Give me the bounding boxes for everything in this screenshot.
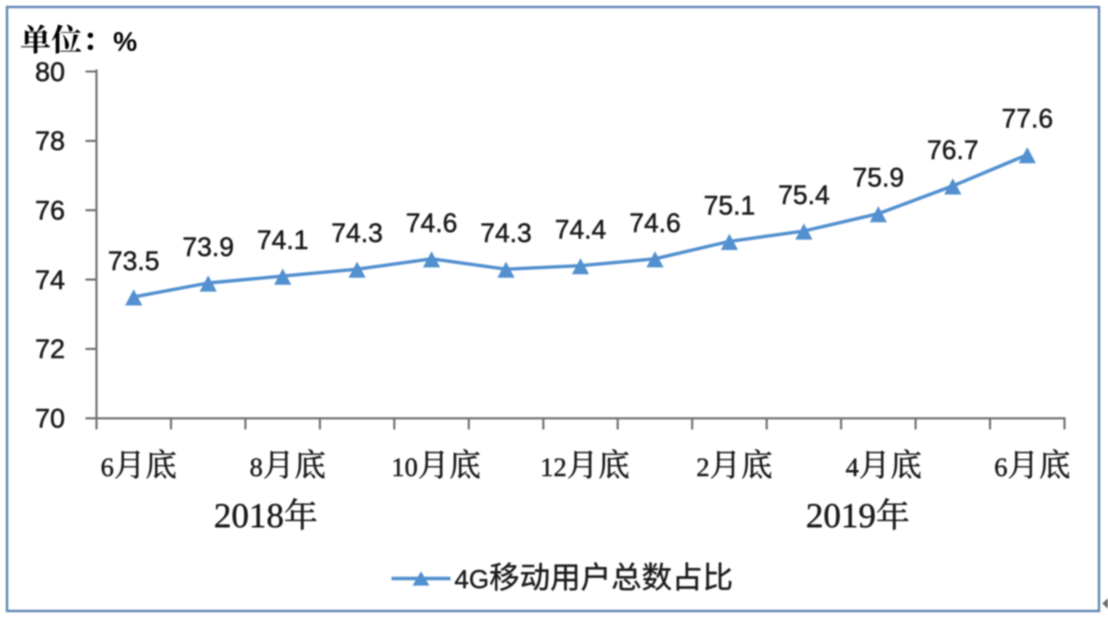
svg-text:72: 72 <box>35 334 65 364</box>
svg-text:75.9: 75.9 <box>853 163 905 193</box>
svg-text:70: 70 <box>35 404 65 434</box>
svg-text:74.1: 74.1 <box>257 225 309 255</box>
svg-text:76.7: 76.7 <box>927 135 979 165</box>
svg-text:74.6: 74.6 <box>406 208 458 238</box>
svg-text:80: 80 <box>35 57 65 87</box>
svg-text:73.9: 73.9 <box>182 232 234 262</box>
svg-text:74.4: 74.4 <box>555 215 607 245</box>
svg-text:74: 74 <box>35 265 65 295</box>
svg-text:74.3: 74.3 <box>331 218 383 248</box>
svg-text:76: 76 <box>35 196 65 226</box>
svg-text:75.1: 75.1 <box>704 190 756 220</box>
svg-text:74.3: 74.3 <box>480 218 532 248</box>
svg-text:78: 78 <box>35 126 65 156</box>
svg-text:74.6: 74.6 <box>629 208 681 238</box>
svg-text:75.4: 75.4 <box>778 180 830 210</box>
svg-text:73.5: 73.5 <box>108 246 160 276</box>
svg-text:77.6: 77.6 <box>1002 104 1054 134</box>
